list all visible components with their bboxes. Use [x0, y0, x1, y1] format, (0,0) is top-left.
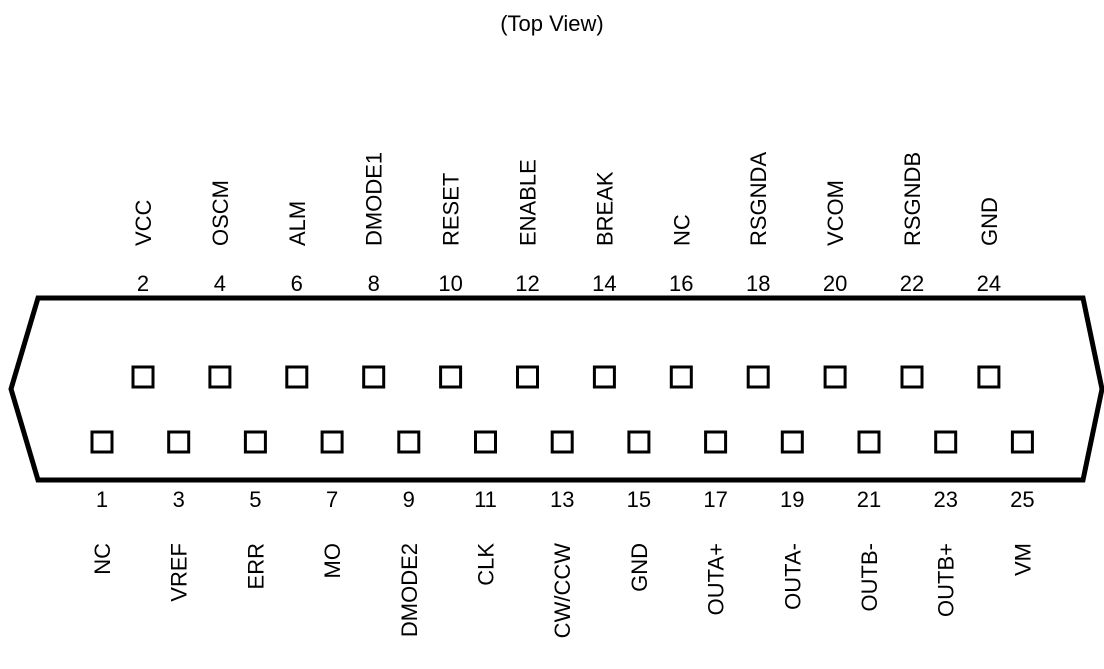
pin-pad-23 [934, 430, 958, 454]
pin-number-8: 8 [368, 271, 380, 296]
pin-signal-18: RSGNDA [746, 152, 771, 246]
bottom-row-signal-labels: NC VREF ERR MO DMODE2 CLK CW/CCW GND OUTA+ OUTA- O… [90, 543, 1035, 639]
pin-number-22: 22 [900, 271, 924, 296]
pin-signal-2: VCC [131, 199, 156, 246]
pin-signal-20: VCOM [823, 180, 848, 246]
pin-number-3: 3 [173, 487, 185, 512]
pin-signal-4: OSCM [208, 180, 233, 246]
pin-number-24: 24 [977, 271, 1001, 296]
pin-signal-22: RSGNDB [900, 152, 925, 246]
bottom-row-pin-numbers: 1 3 5 7 9 11 13 15 17 19 21 23 25 [96, 487, 1035, 512]
pin-number-4: 4 [214, 271, 226, 296]
top-row-pads [131, 365, 1001, 389]
pin-number-6: 6 [291, 271, 303, 296]
pin-number-16: 16 [669, 271, 693, 296]
pin-pad-9 [397, 430, 421, 454]
pin-pad-22 [900, 365, 924, 389]
pin-pad-10 [439, 365, 463, 389]
pin-number-23: 23 [933, 487, 957, 512]
pin-pad-17 [704, 430, 728, 454]
pin-signal-3: VREF [167, 543, 192, 602]
pin-number-20: 20 [823, 271, 847, 296]
pin-signal-1: NC [90, 543, 115, 575]
pin-pad-13 [550, 430, 574, 454]
pin-signal-6: ALM [285, 201, 310, 246]
pin-pad-6 [285, 365, 309, 389]
top-row-pin-numbers: 2 4 6 8 10 12 14 16 18 20 22 24 [137, 271, 1001, 296]
pin-pad-5 [243, 430, 267, 454]
view-caption: (Top View) [500, 11, 604, 36]
pin-number-17: 17 [703, 487, 727, 512]
pin-signal-21: OUTB- [857, 543, 882, 611]
connector-body-outline [8, 295, 1104, 483]
pin-number-13: 13 [550, 487, 574, 512]
pin-pad-12 [516, 365, 539, 389]
pin-pad-14 [592, 365, 616, 389]
pin-pad-24 [977, 365, 1001, 389]
pin-number-7: 7 [326, 487, 338, 512]
pin-pad-7 [320, 430, 344, 454]
pin-pad-21 [857, 430, 881, 454]
pin-pad-19 [780, 430, 804, 454]
pin-pad-11 [474, 430, 497, 454]
pin-number-21: 21 [857, 487, 881, 512]
pin-signal-13: CW/CCW [550, 543, 575, 639]
pin-signal-5: ERR [243, 543, 268, 589]
pin-pad-16 [669, 365, 693, 389]
pin-signal-23: OUTB+ [934, 543, 959, 617]
pin-number-14: 14 [592, 271, 616, 296]
pin-signal-25: VM [1010, 543, 1035, 576]
pin-number-12: 12 [515, 271, 539, 296]
pin-number-10: 10 [438, 271, 462, 296]
pin-number-25: 25 [1010, 487, 1034, 512]
pin-pad-20 [823, 365, 847, 389]
pin-number-9: 9 [403, 487, 415, 512]
pin-signal-9: DMODE2 [397, 543, 422, 637]
pin-signal-17: OUTA+ [704, 543, 729, 615]
pin-number-19: 19 [780, 487, 804, 512]
pin-number-15: 15 [627, 487, 651, 512]
pin-signal-24: GND [977, 197, 1002, 246]
pin-number-2: 2 [137, 271, 149, 296]
pin-signal-14: BREAK [592, 171, 617, 246]
pin-signal-15: GND [627, 543, 652, 592]
pin-signal-16: NC [669, 214, 694, 246]
pin-pad-2 [131, 365, 155, 389]
pin-signal-7: MO [320, 543, 345, 578]
pin-pad-8 [362, 365, 386, 389]
pin-pad-18 [746, 365, 770, 389]
pin-pad-25 [1010, 430, 1034, 454]
pin-pad-3 [167, 430, 191, 454]
pin-pad-1 [90, 430, 114, 454]
pin-number-11: 11 [474, 487, 497, 512]
top-row-signal-labels: VCC OSCM ALM DMODE1 RESET ENABLE BREAK NC RSGNDA… [131, 152, 1002, 246]
pin-pad-15 [627, 430, 651, 454]
pin-signal-8: DMODE1 [362, 152, 387, 246]
pin-signal-10: RESET [439, 173, 464, 246]
pin-signal-12: ENABLE [516, 159, 541, 246]
pin-number-5: 5 [249, 487, 261, 512]
pin-signal-11: CLK [474, 543, 499, 586]
pin-signal-19: OUTA- [780, 543, 805, 610]
bottom-row-pads [90, 430, 1034, 454]
pin-pad-4 [208, 365, 232, 389]
pin-number-1: 1 [96, 487, 108, 512]
pin-number-18: 18 [746, 271, 770, 296]
